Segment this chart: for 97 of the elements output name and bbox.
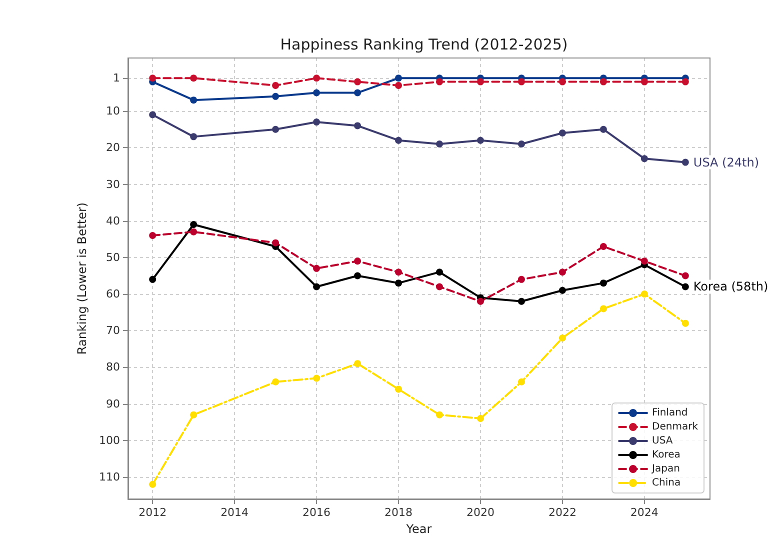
point (395, 386, 402, 393)
point (190, 96, 198, 104)
legend-label: Denmark (652, 422, 698, 432)
y-tick-label: 60 (106, 288, 120, 301)
point (395, 268, 402, 276)
point (600, 280, 607, 287)
point (272, 82, 280, 89)
point (600, 126, 607, 133)
point (190, 133, 198, 140)
y-axis-title: Ranking (Lower is Better) (75, 202, 89, 355)
point (682, 272, 689, 280)
point (313, 89, 320, 96)
point (313, 118, 320, 126)
chart-title: Happiness Ranking Trend (2012-2025) (280, 36, 568, 54)
x-axis-title: Year (405, 522, 432, 536)
point (149, 480, 156, 488)
point (313, 283, 320, 290)
point (272, 239, 280, 246)
point (558, 268, 566, 276)
y-tick-label: 110 (99, 470, 120, 484)
point (272, 92, 280, 100)
point (354, 89, 362, 96)
point (190, 74, 198, 82)
point (272, 378, 280, 386)
x-tick-label: 2012 (138, 506, 167, 519)
point (640, 155, 648, 162)
point (149, 276, 156, 283)
point (558, 286, 566, 294)
point (272, 126, 280, 133)
point (354, 78, 362, 86)
point (149, 74, 156, 82)
x-tick-label: 2022 (548, 506, 576, 519)
point (640, 258, 648, 265)
legend-label: China (652, 478, 681, 488)
point (436, 140, 443, 148)
point (436, 268, 443, 276)
point (558, 78, 566, 86)
x-tick-label: 2016 (302, 506, 331, 519)
y-tick-label: 20 (106, 141, 120, 154)
point (518, 378, 525, 386)
x-tick-label: 2024 (630, 506, 658, 519)
point (476, 136, 484, 144)
point (600, 242, 607, 250)
y-tick-label: 80 (106, 360, 120, 374)
legend-label: Korea (652, 450, 680, 460)
point (313, 74, 320, 82)
point (395, 136, 402, 144)
point (354, 122, 362, 130)
legend-label: Finland (652, 408, 688, 418)
point (395, 280, 402, 287)
y-tick-label: 40 (106, 214, 120, 228)
point (436, 78, 443, 86)
legend-label: USA (652, 436, 673, 446)
point (313, 264, 320, 272)
point (518, 298, 525, 305)
point (518, 140, 525, 148)
point (682, 320, 689, 327)
point (682, 283, 689, 290)
point (436, 283, 443, 290)
point (518, 78, 525, 86)
point (682, 158, 689, 166)
point (190, 411, 198, 418)
x-tick-label: 2014 (220, 506, 249, 519)
point (190, 221, 198, 228)
point (558, 334, 566, 342)
point (476, 414, 484, 422)
point (354, 272, 362, 280)
y-tick-label: 50 (106, 250, 120, 264)
point (476, 298, 484, 305)
legend-label: Japan (651, 464, 680, 474)
point (600, 78, 607, 86)
point (640, 78, 648, 86)
point (313, 374, 320, 382)
point (395, 82, 402, 89)
annotation: USA (24th) (693, 155, 759, 170)
point (640, 290, 648, 298)
point (149, 111, 156, 118)
y-tick-label: 90 (106, 397, 120, 410)
y-tick-label: 1 (113, 72, 120, 85)
point (395, 74, 402, 82)
point (354, 258, 362, 265)
point (476, 78, 484, 86)
y-tick-label: 100 (99, 434, 120, 447)
point (682, 78, 689, 86)
point (600, 305, 607, 312)
point (436, 411, 443, 418)
x-tick-label: 2020 (466, 506, 494, 519)
point (354, 360, 362, 368)
point (149, 232, 156, 239)
y-tick-label: 70 (106, 324, 120, 338)
point (558, 130, 566, 137)
x-tick-label: 2018 (384, 506, 413, 519)
point (518, 276, 525, 283)
y-tick-label: 10 (106, 104, 120, 118)
y-tick-label: 30 (106, 178, 120, 191)
point (190, 228, 198, 236)
annotation: Korea (58th) (693, 280, 768, 294)
